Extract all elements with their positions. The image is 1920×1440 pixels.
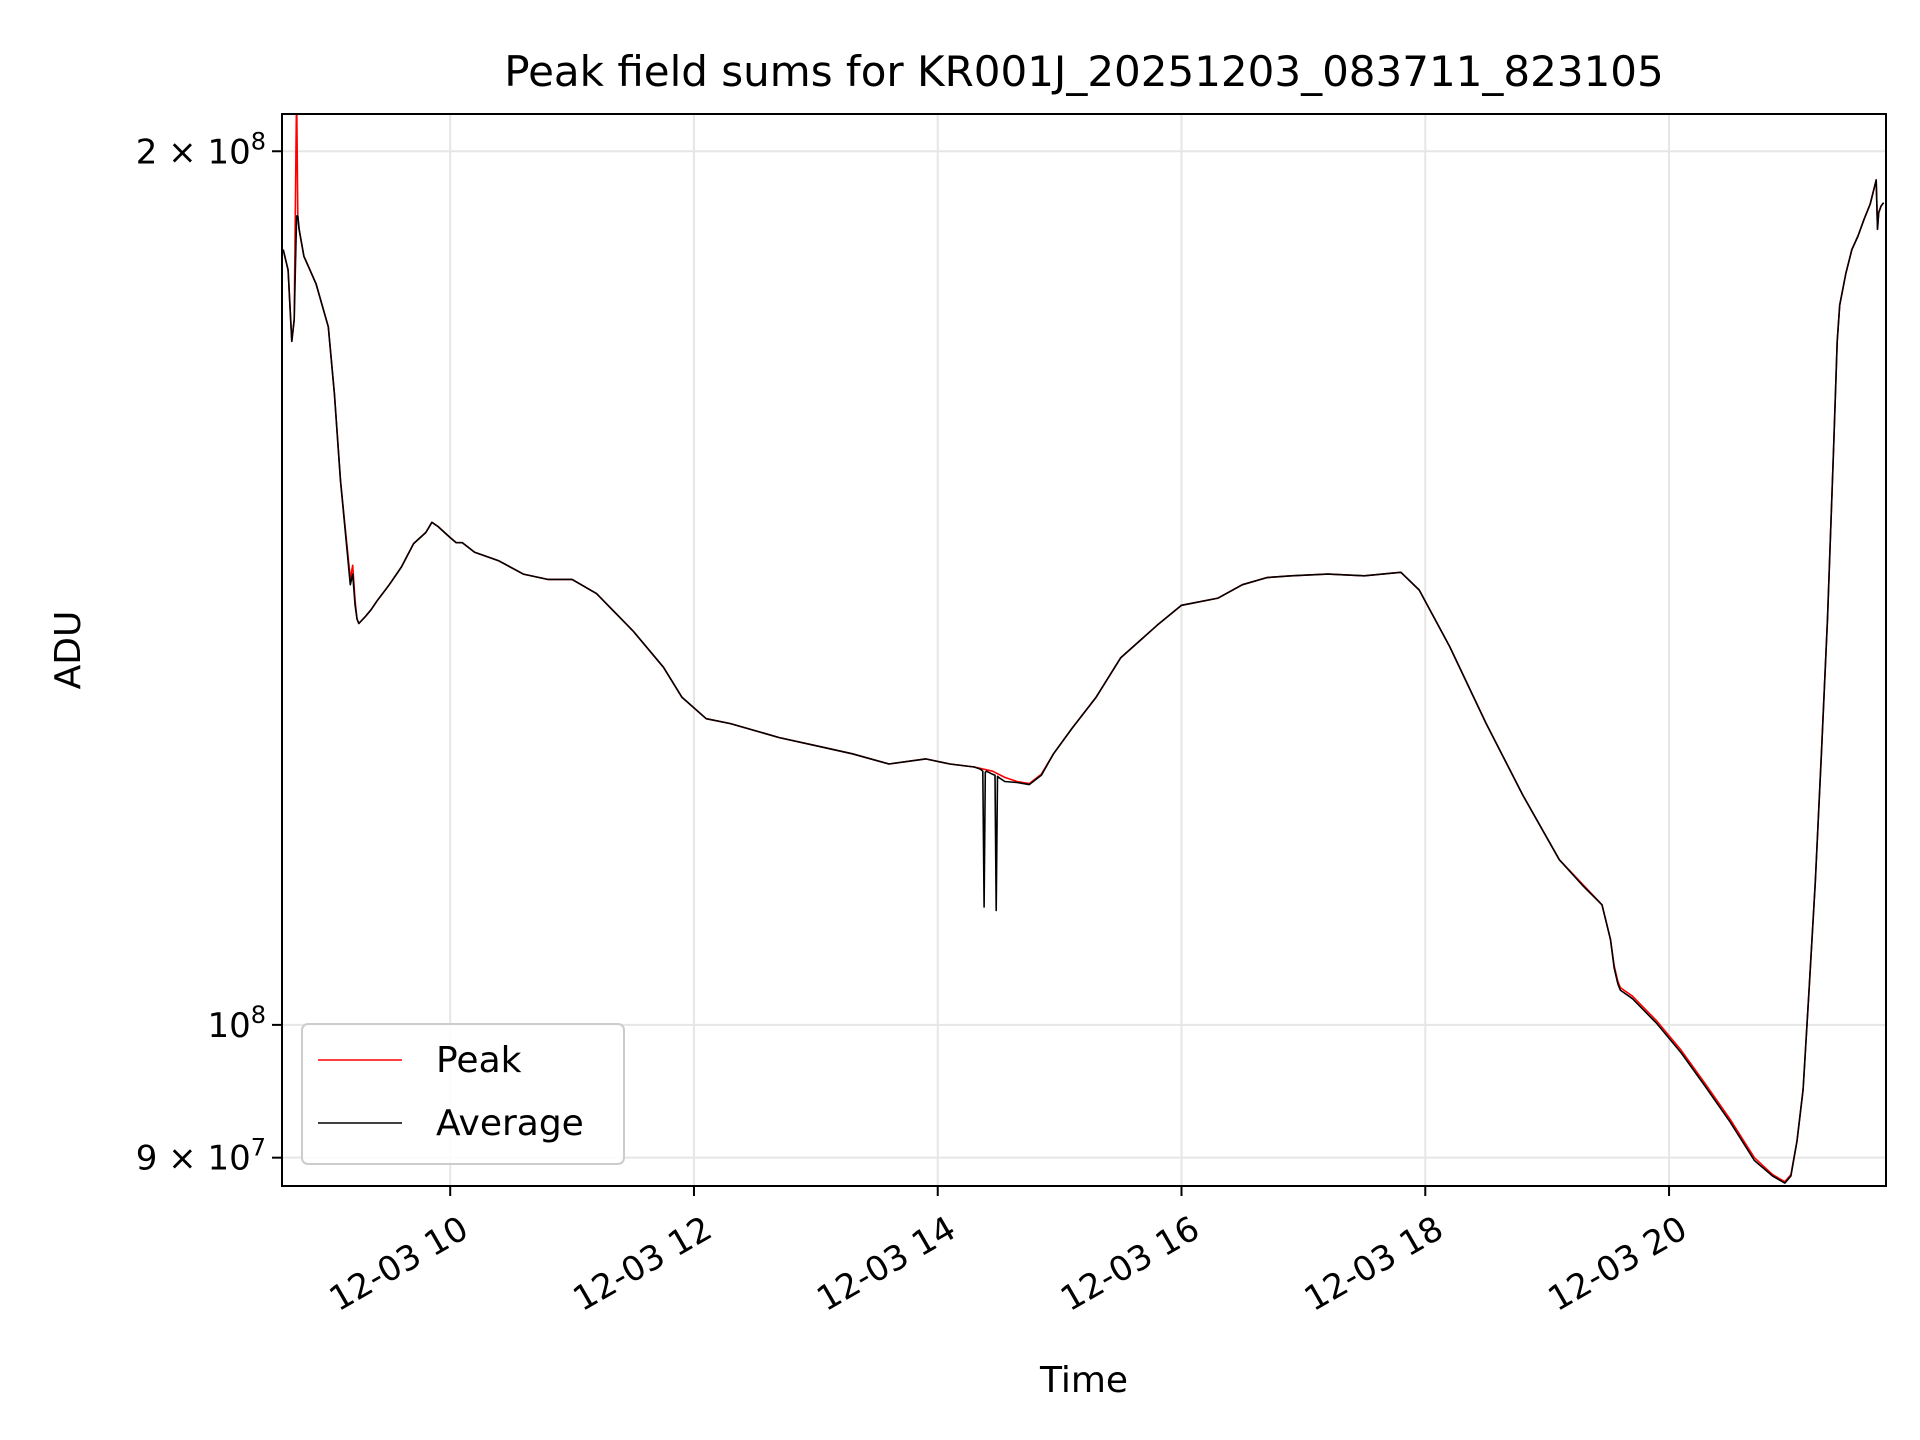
series-line-average: [282, 179, 1885, 1184]
legend-label-average: Average: [436, 1103, 584, 1144]
series-lines: [282, 114, 1885, 1184]
legend-label-peak: Peak: [436, 1040, 522, 1081]
y-tick-label: 9 × 107: [136, 1134, 266, 1179]
chart-title: Peak field sums for KR001J_20251203_0837…: [504, 47, 1664, 96]
y-axis-label: ADU: [48, 611, 89, 690]
y-tick-exponent: 7: [251, 1134, 266, 1162]
grid: [282, 114, 1886, 1186]
legend-box: [301, 1023, 625, 1165]
y-tick-base: 2 × 10: [136, 132, 251, 172]
y-tick-label: 2 × 108: [136, 127, 266, 172]
y-tick-label: 108: [207, 1001, 266, 1046]
y-tick-base: 10: [207, 1006, 250, 1046]
y-tick-exponent: 8: [251, 127, 266, 155]
y-tick-base: 9 × 10: [136, 1139, 251, 1179]
x-axis-label: Time: [1039, 1360, 1128, 1401]
y-tick-exponent: 8: [251, 1001, 266, 1029]
plot-frame: [281, 113, 1887, 1187]
legend: Peak Average: [301, 1023, 625, 1165]
